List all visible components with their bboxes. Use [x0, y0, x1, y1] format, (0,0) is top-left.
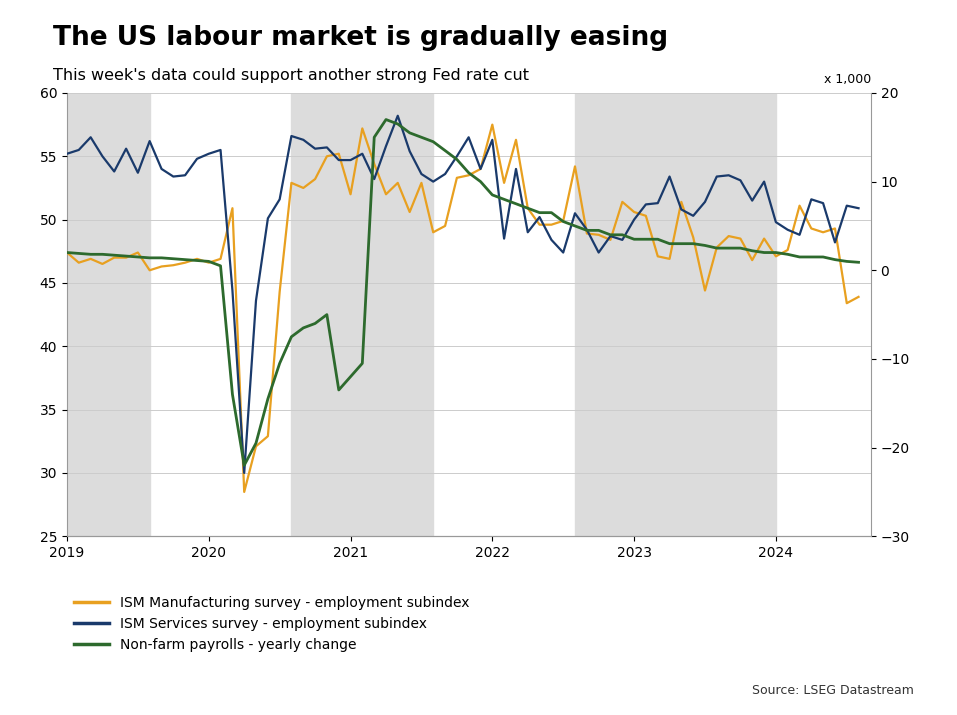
Text: x 1,000: x 1,000 — [824, 74, 871, 87]
Bar — [575, 93, 776, 536]
Bar — [67, 93, 149, 536]
Bar — [292, 93, 434, 536]
Text: The US labour market is gradually easing: The US labour market is gradually easing — [53, 25, 668, 51]
Text: Source: LSEG Datastream: Source: LSEG Datastream — [752, 684, 914, 697]
Legend: ISM Manufacturing survey - employment subindex, ISM Services survey - employment: ISM Manufacturing survey - employment su… — [74, 596, 469, 652]
Text: This week's data could support another strong Fed rate cut: This week's data could support another s… — [53, 68, 528, 83]
